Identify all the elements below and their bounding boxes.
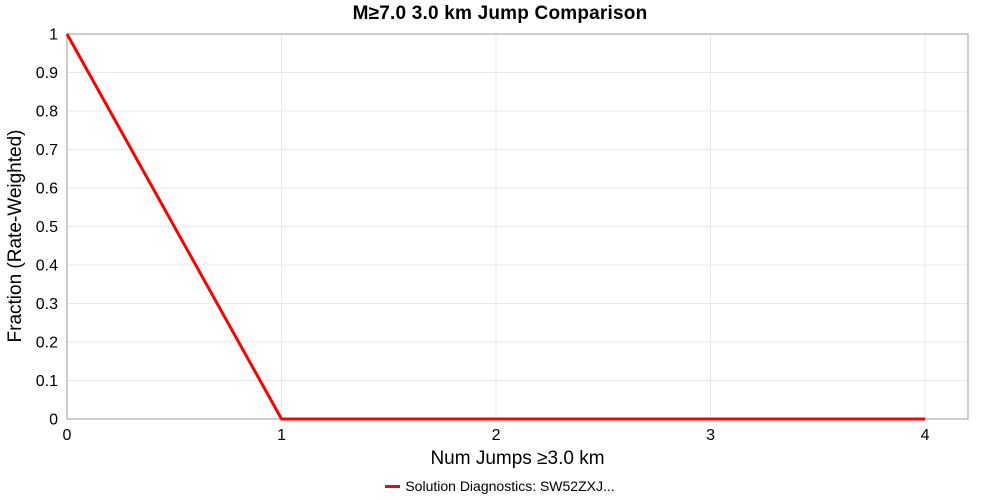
y-tick-label: 0.8 <box>36 104 58 121</box>
chart-title: M≥7.0 3.0 km Jump Comparison <box>352 3 648 24</box>
y-tick-label: 0.3 <box>36 296 58 313</box>
y-tick-label: 0.5 <box>36 219 58 236</box>
legend-label: Solution Diagnostics: SW52ZXJ... <box>405 478 615 494</box>
legend-line-swatch <box>385 484 401 488</box>
x-tick-label: 4 <box>921 427 930 444</box>
y-tick-label: 0.6 <box>36 181 58 198</box>
y-tick-label: 0.9 <box>36 65 58 82</box>
x-axis-title: Num Jumps ≥3.0 km <box>430 448 605 469</box>
x-tick-label: 1 <box>277 427 286 444</box>
y-tick-label: 0 <box>49 412 58 429</box>
y-tick-label: 0.2 <box>36 335 58 352</box>
x-tick-label: 2 <box>492 427 501 444</box>
series-line <box>65 33 926 421</box>
y-tick-label: 0.4 <box>36 258 58 275</box>
legend: Solution Diagnostics: SW52ZXJ... <box>0 478 1000 494</box>
y-tick-label: 0.7 <box>36 142 58 159</box>
y-tick-label: 1 <box>49 27 58 44</box>
y-axis-title: Fraction (Rate-Weighted) <box>5 129 26 343</box>
x-tick-label: 0 <box>63 427 72 444</box>
y-tick-label: 0.1 <box>36 373 58 390</box>
x-tick-label: 3 <box>706 427 715 444</box>
